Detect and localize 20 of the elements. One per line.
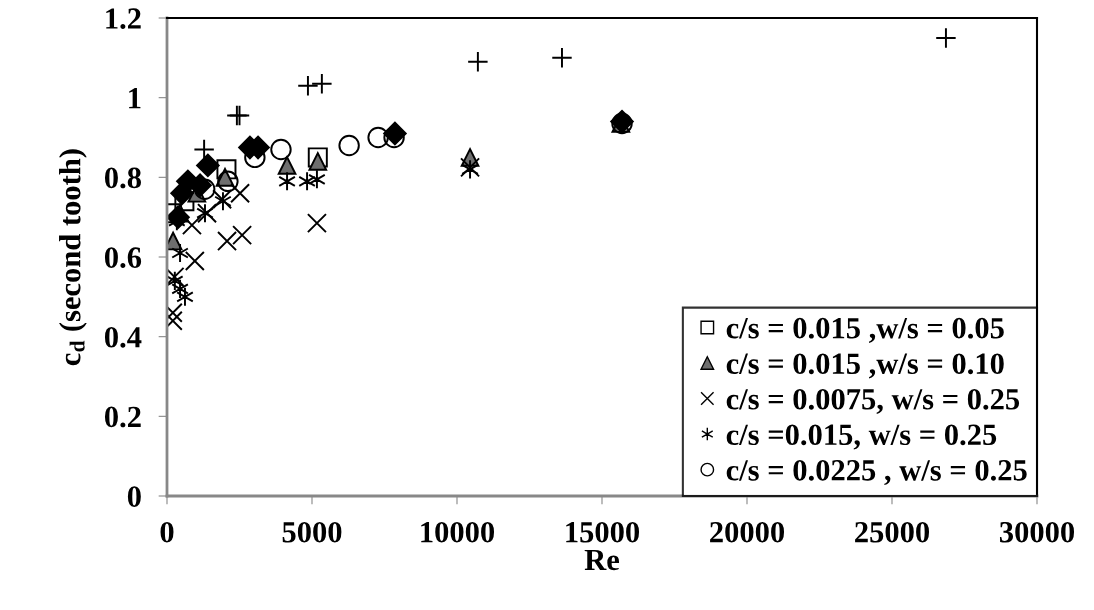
legend-label: c/s = 0.0225 , w/s = 0.25 [726,460,1027,486]
x-tick-label: 5000 [282,521,342,543]
y-tick-label: 0 [127,486,141,507]
x-tick-label: 30000 [999,521,1075,543]
y-tick-label: 0.6 [104,247,142,269]
y-tick-label: 0.2 [104,406,141,428]
y-tick-label: 1.2 [106,8,141,30]
x-tick-label: 15000 [566,521,640,543]
y-tick-label: 0.8 [104,167,141,189]
x-tick-label: 10000 [421,521,495,543]
x-tick-label: 20000 [710,521,785,543]
legend-label: c/s = 0.0075, w/s = 0.25 [726,388,1020,414]
x-tick-label: 25000 [855,521,930,543]
x-axis-title: Re [584,549,620,571]
y-tick-label: 1 [129,88,141,109]
y-tick-label: 0.4 [104,326,142,348]
legend-label: c/s = 0.015 ,w/s = 0.05 [726,317,1004,343]
y-axis-title: c$_{d}$ (second tooth) [59,149,87,366]
legend-label: c/s = 0.015 ,w/s = 0.10 [726,353,1004,379]
x-tick-label: 0 [160,521,174,543]
